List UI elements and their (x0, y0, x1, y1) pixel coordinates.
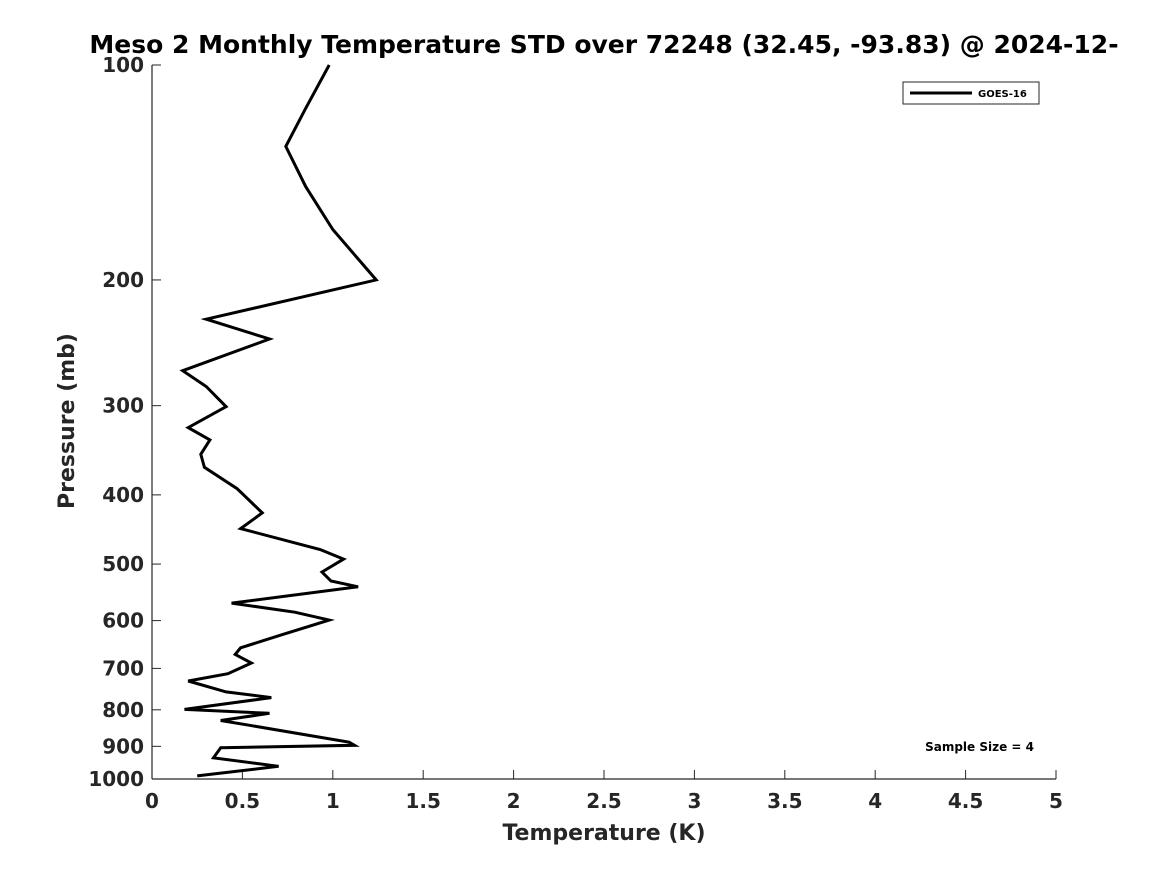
y-tick-label: 100 (102, 53, 144, 77)
y-tick-label: 900 (102, 734, 144, 758)
y-tick-label: 300 (102, 394, 144, 418)
y-tick-label: 700 (102, 656, 144, 680)
x-tick-label: 0 (145, 789, 159, 813)
x-tick-label: 0.5 (225, 789, 260, 813)
series-line (179, 64, 379, 778)
x-tick-label: 5 (1049, 789, 1063, 813)
y-tick-label: 500 (102, 552, 144, 576)
y-tick-label: 400 (102, 483, 144, 507)
y-tick-label: 600 (102, 609, 144, 633)
legend: GOES-16 (902, 81, 1040, 105)
x-tick-label: 3 (687, 789, 701, 813)
x-tick-label: 1.5 (405, 789, 440, 813)
y-tick-label: 200 (102, 268, 144, 292)
x-tick-label: 2 (507, 789, 521, 813)
x-tick-label: 2.5 (586, 789, 621, 813)
x-tick-label: 4 (868, 789, 882, 813)
x-tick-label: 4.5 (948, 789, 983, 813)
ticks: 0 0.5 1 1.5 2 2.5 3 3.5 4 4.5 5 100 200 300 400 500 600 7… (88, 53, 1063, 813)
x-tick-label: 1 (326, 789, 340, 813)
x-tick-label: 3.5 (767, 789, 802, 813)
y-axis-label: Pressure (mb) (55, 333, 80, 509)
plot-lines (179, 64, 379, 778)
y-tick-label: 1000 (88, 767, 144, 791)
chart-title: Meso 2 Monthly Temperature STD over 7224… (89, 30, 1118, 59)
y-tick-label: 800 (102, 698, 144, 722)
sample-size-annotation: Sample Size = 4 (925, 740, 1034, 754)
legend-label: GOES-16 (978, 89, 1027, 100)
x-axis-label: Temperature (K) (502, 821, 705, 846)
